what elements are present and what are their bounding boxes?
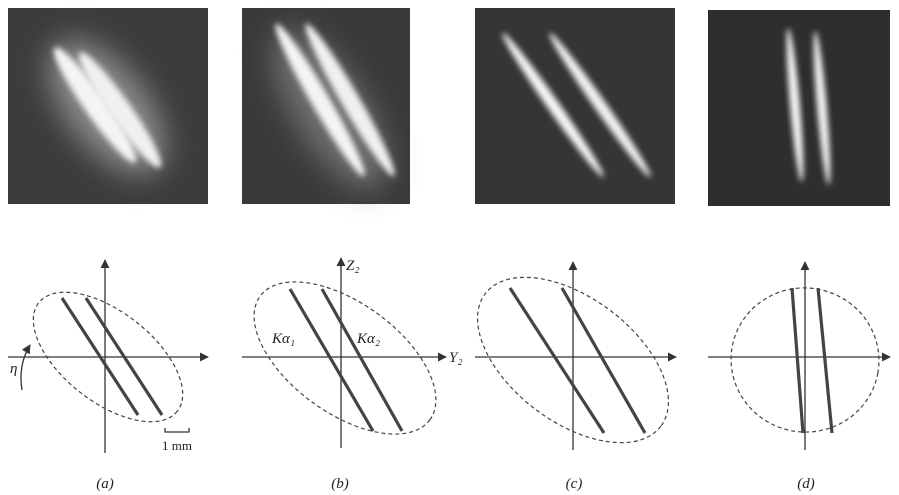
diagram-b: Z₂ Y₂ Kα₁ Kα₂ [228, 252, 463, 464]
panel-label: (c) [566, 476, 583, 492]
y-axis-label: Y₂ [449, 350, 463, 366]
k-alpha-2-label: Kα₂ [356, 331, 380, 347]
diagram-c [448, 244, 698, 475]
photo-b [242, 8, 410, 205]
diagram-a: η 1 mm [8, 260, 208, 453]
diagram-d [708, 262, 890, 450]
panel-label: (a) [96, 476, 114, 492]
photo-a [8, 8, 208, 204]
k-alpha-1-label: Kα₁ [271, 331, 295, 347]
scale-label: 1 mm [162, 438, 192, 453]
z-axis-label: Z₂ [346, 258, 360, 274]
photo-c [475, 8, 675, 204]
photo-d [708, 10, 890, 206]
panel-label: (b) [331, 476, 349, 492]
panel-label: (d) [797, 476, 815, 492]
eta-label: η [10, 361, 17, 377]
figure: η 1 mm Z₂ Y₂ Kα₁ Kα₂ (a) (b) (c) (d) [0, 0, 899, 495]
